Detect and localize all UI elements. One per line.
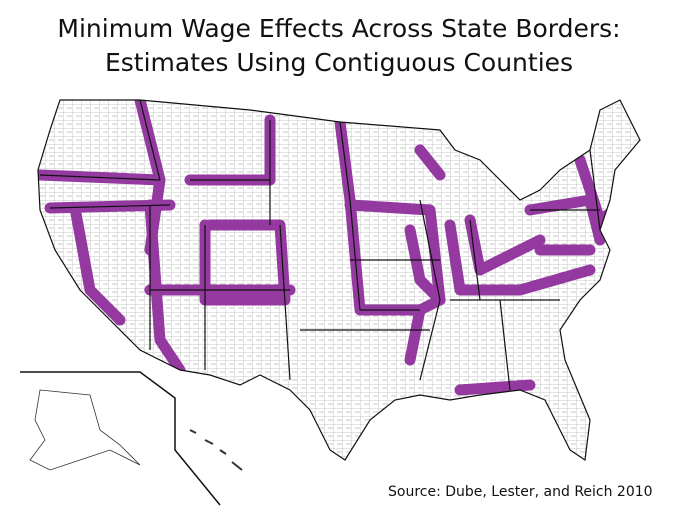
- source-note: Source: Dube, Lester, and Reich 2010: [388, 484, 653, 500]
- title-line: Estimates Using Contiguous Counties: [104, 48, 574, 77]
- title-line: Minimum Wage Effects Across State Border…: [57, 14, 621, 43]
- insets: [20, 371, 243, 506]
- state-borders: [39, 100, 601, 391]
